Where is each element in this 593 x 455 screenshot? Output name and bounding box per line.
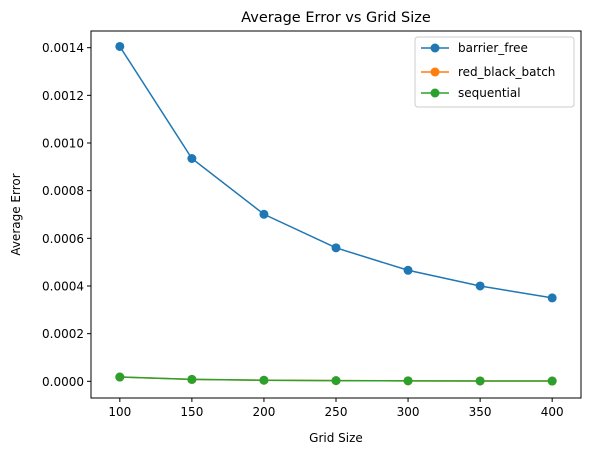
data-point-sequential [331, 376, 341, 386]
x-axis-label: Grid Size [309, 431, 363, 445]
data-point-sequential [259, 375, 269, 385]
y-axis-label: Average Error [9, 173, 23, 255]
chart-title: Average Error vs Grid Size [241, 10, 431, 26]
series-sequential [115, 372, 557, 386]
legend-marker-sequential [430, 88, 440, 98]
legend-item-barrier-free: barrier_free [421, 41, 528, 55]
data-point-barrier-free [331, 243, 341, 253]
legend-label-red-black-batch: red_black_batch [458, 65, 555, 79]
data-point-barrier-free [547, 293, 557, 303]
legend-item-red-black-batch: red_black_batch [421, 65, 555, 79]
x-tick-label: 200 [252, 405, 275, 419]
y-tick-label: 0.0002 [42, 327, 84, 341]
legend-label-barrier-free: barrier_free [458, 41, 528, 55]
y-axis-ticks: 0.0000 0.0002 0.0004 0.0006 0.0008 0.0010 0.00… [42, 41, 91, 389]
y-tick-label: 0.0006 [42, 232, 84, 246]
y-tick-label: 0.0010 [42, 137, 84, 151]
data-point-sequential [403, 376, 413, 386]
x-tick-label: 150 [180, 405, 203, 419]
x-tick-label: 350 [469, 405, 492, 419]
series-layer [115, 41, 557, 386]
legend-box [414, 36, 575, 108]
data-point-sequential [475, 376, 485, 386]
y-tick-label: 0.0008 [42, 184, 84, 198]
data-point-barrier-free [475, 281, 485, 291]
y-tick-label: 0.0012 [42, 89, 84, 103]
x-tick-label: 250 [325, 405, 348, 419]
x-tick-label: 100 [108, 405, 131, 419]
data-point-sequential [115, 372, 125, 382]
legend: barrier_free red_black_batch sequential [414, 36, 575, 108]
legend-item-sequential: sequential [421, 86, 521, 100]
x-tick-label: 400 [541, 405, 564, 419]
y-tick-label: 0.0004 [42, 279, 84, 293]
data-point-sequential [187, 374, 197, 384]
y-tick-label: 0.0014 [42, 41, 84, 55]
data-point-barrier-free [115, 41, 125, 51]
legend-label-sequential: sequential [458, 86, 521, 100]
x-axis-ticks: 100 150 200 250 300 350 400 [108, 398, 564, 419]
data-point-barrier-free [187, 153, 197, 163]
x-tick-label: 300 [397, 405, 420, 419]
legend-marker-barrier-free [430, 43, 440, 53]
data-point-barrier-free [403, 265, 413, 275]
series-barrier-free [115, 41, 557, 303]
legend-marker-red-black-batch [430, 67, 440, 77]
data-point-barrier-free [259, 209, 269, 219]
data-point-sequential [547, 376, 557, 386]
y-tick-label: 0.0000 [42, 375, 84, 389]
